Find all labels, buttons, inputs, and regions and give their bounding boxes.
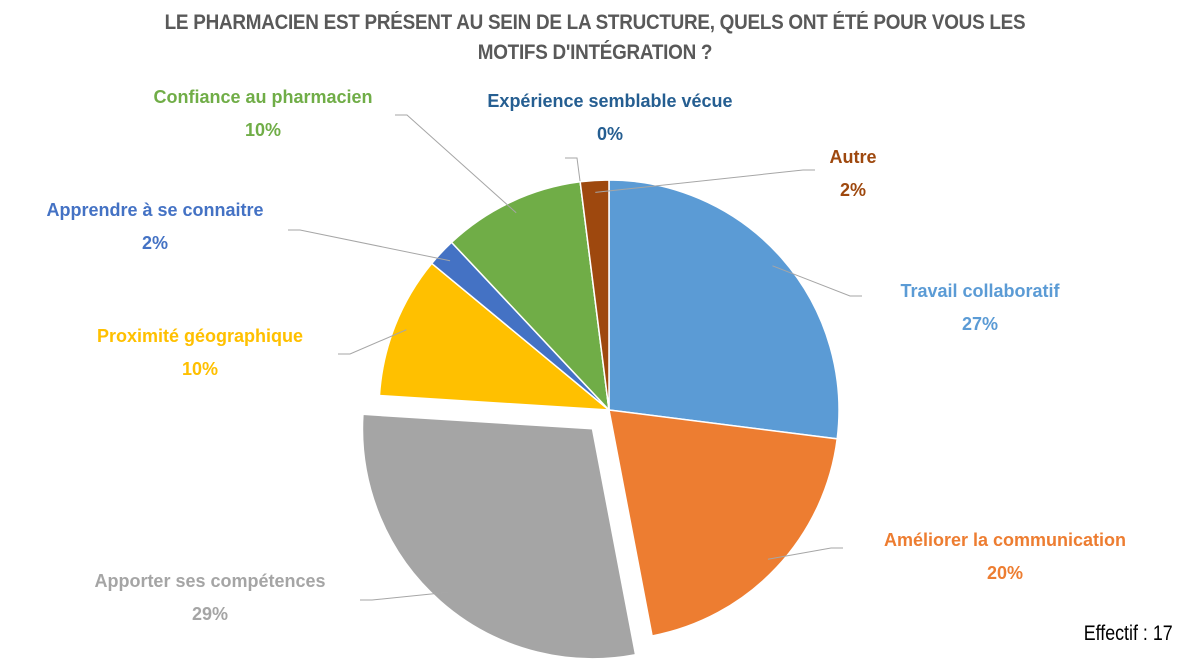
annotation: Effectif : 17 — [1084, 622, 1173, 645]
leader-line — [360, 591, 449, 601]
value-label: 20% — [987, 563, 1023, 583]
leader-line — [772, 265, 862, 297]
leader-line — [288, 229, 451, 262]
slice-label: Améliorer la communication — [884, 530, 1126, 550]
value-label: 10% — [245, 120, 281, 140]
slice-label: Apporter ses compétences — [94, 571, 325, 591]
slice-label: Autre — [829, 147, 876, 167]
value-label: 27% — [962, 314, 998, 334]
pie-slice — [378, 262, 612, 411]
pie-slice — [608, 409, 839, 637]
slice-label: Confiance au pharmacien — [153, 87, 372, 107]
chart-title: LE PHARMACIEN EST PRÉSENT AU SEIN DE LA … — [164, 11, 1026, 64]
value-label: 2% — [840, 180, 866, 200]
pie-slice — [361, 413, 637, 660]
slice-label: Apprendre à se connaitre — [46, 200, 263, 220]
slice-label: Expérience semblable vécue — [487, 91, 732, 111]
leader-line — [338, 329, 407, 355]
slice-label: Proximité géographique — [97, 326, 303, 346]
value-label: 29% — [192, 604, 228, 624]
leader-line — [767, 547, 843, 560]
value-label: 2% — [142, 233, 168, 253]
leader-line — [395, 114, 517, 214]
value-label: 0% — [597, 124, 623, 144]
slice-label: Travail collaboratif — [900, 281, 1060, 301]
leader-line — [595, 169, 815, 193]
value-label: 10% — [182, 359, 218, 379]
pie-slice — [450, 180, 611, 413]
pie-slice — [579, 179, 610, 411]
pie-slice — [608, 179, 840, 440]
